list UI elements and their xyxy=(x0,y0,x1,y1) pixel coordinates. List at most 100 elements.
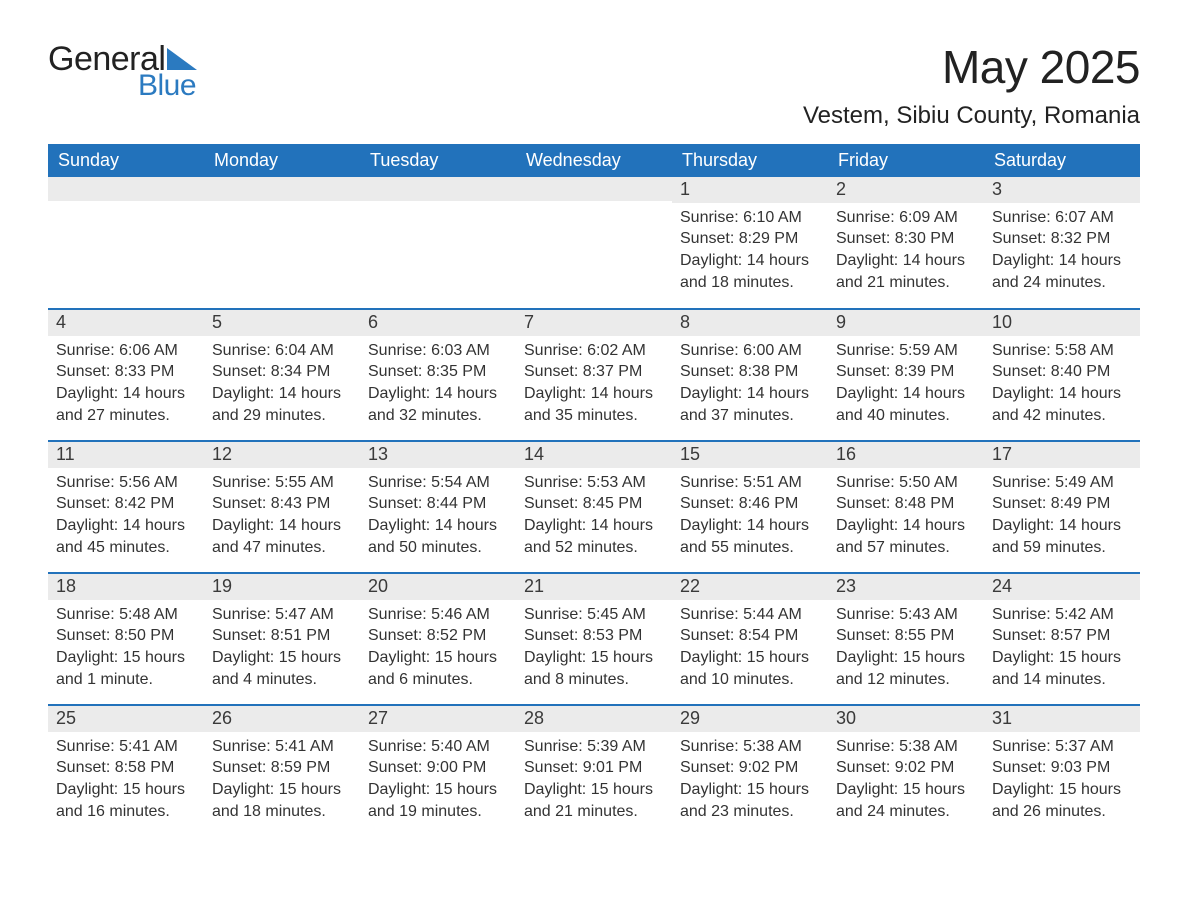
daylight-line1: Daylight: 14 hours xyxy=(992,250,1132,272)
day-number: 10 xyxy=(984,310,1140,336)
day-number: 8 xyxy=(672,310,828,336)
day-details: Sunrise: 6:04 AMSunset: 8:34 PMDaylight:… xyxy=(204,336,360,432)
sunset-text: Sunset: 8:34 PM xyxy=(212,361,352,383)
sunrise-text: Sunrise: 5:41 AM xyxy=(212,736,352,758)
calendar-cell: 10Sunrise: 5:58 AMSunset: 8:40 PMDayligh… xyxy=(984,309,1140,441)
calendar-cell xyxy=(48,177,204,309)
day-details: Sunrise: 5:48 AMSunset: 8:50 PMDaylight:… xyxy=(48,600,204,696)
daylight-line1: Daylight: 14 hours xyxy=(368,515,508,537)
day-details: Sunrise: 5:46 AMSunset: 8:52 PMDaylight:… xyxy=(360,600,516,696)
calendar-cell: 8Sunrise: 6:00 AMSunset: 8:38 PMDaylight… xyxy=(672,309,828,441)
sunset-text: Sunset: 8:33 PM xyxy=(56,361,196,383)
calendar-cell: 29Sunrise: 5:38 AMSunset: 9:02 PMDayligh… xyxy=(672,705,828,837)
day-details: Sunrise: 5:39 AMSunset: 9:01 PMDaylight:… xyxy=(516,732,672,828)
daylight-line1: Daylight: 15 hours xyxy=(524,647,664,669)
daylight-line2: and 21 minutes. xyxy=(836,272,976,294)
sunset-text: Sunset: 9:03 PM xyxy=(992,757,1132,779)
daylight-line1: Daylight: 15 hours xyxy=(680,647,820,669)
calendar-cell: 5Sunrise: 6:04 AMSunset: 8:34 PMDaylight… xyxy=(204,309,360,441)
daylight-line2: and 40 minutes. xyxy=(836,405,976,427)
calendar-cell: 11Sunrise: 5:56 AMSunset: 8:42 PMDayligh… xyxy=(48,441,204,573)
sunrise-text: Sunrise: 5:45 AM xyxy=(524,604,664,626)
sunrise-text: Sunrise: 6:10 AM xyxy=(680,207,820,229)
day-details: Sunrise: 5:59 AMSunset: 8:39 PMDaylight:… xyxy=(828,336,984,432)
calendar-cell: 30Sunrise: 5:38 AMSunset: 9:02 PMDayligh… xyxy=(828,705,984,837)
daylight-line2: and 16 minutes. xyxy=(56,801,196,823)
sunset-text: Sunset: 8:51 PM xyxy=(212,625,352,647)
daylight-line1: Daylight: 15 hours xyxy=(56,779,196,801)
daylight-line2: and 18 minutes. xyxy=(212,801,352,823)
day-details: Sunrise: 5:56 AMSunset: 8:42 PMDaylight:… xyxy=(48,468,204,564)
daylight-line1: Daylight: 15 hours xyxy=(56,647,196,669)
sunrise-text: Sunrise: 5:48 AM xyxy=(56,604,196,626)
daylight-line2: and 45 minutes. xyxy=(56,537,196,559)
sunset-text: Sunset: 8:42 PM xyxy=(56,493,196,515)
sunrise-text: Sunrise: 5:37 AM xyxy=(992,736,1132,758)
day-details: Sunrise: 5:58 AMSunset: 8:40 PMDaylight:… xyxy=(984,336,1140,432)
sunrise-text: Sunrise: 5:49 AM xyxy=(992,472,1132,494)
daylight-line2: and 26 minutes. xyxy=(992,801,1132,823)
calendar-cell: 13Sunrise: 5:54 AMSunset: 8:44 PMDayligh… xyxy=(360,441,516,573)
day-details: Sunrise: 5:44 AMSunset: 8:54 PMDaylight:… xyxy=(672,600,828,696)
calendar-cell: 23Sunrise: 5:43 AMSunset: 8:55 PMDayligh… xyxy=(828,573,984,705)
day-details: Sunrise: 5:51 AMSunset: 8:46 PMDaylight:… xyxy=(672,468,828,564)
daylight-line2: and 35 minutes. xyxy=(524,405,664,427)
daylight-line2: and 21 minutes. xyxy=(524,801,664,823)
daylight-line1: Daylight: 14 hours xyxy=(992,515,1132,537)
sunrise-text: Sunrise: 5:55 AM xyxy=(212,472,352,494)
sunset-text: Sunset: 8:53 PM xyxy=(524,625,664,647)
calendar-cell: 28Sunrise: 5:39 AMSunset: 9:01 PMDayligh… xyxy=(516,705,672,837)
sunset-text: Sunset: 8:45 PM xyxy=(524,493,664,515)
sunrise-text: Sunrise: 6:03 AM xyxy=(368,340,508,362)
title-block: May 2025 Vestem, Sibiu County, Romania xyxy=(803,40,1140,130)
day-details: Sunrise: 5:42 AMSunset: 8:57 PMDaylight:… xyxy=(984,600,1140,696)
sunset-text: Sunset: 8:46 PM xyxy=(680,493,820,515)
day-details: Sunrise: 5:38 AMSunset: 9:02 PMDaylight:… xyxy=(828,732,984,828)
calendar-table: Sunday Monday Tuesday Wednesday Thursday… xyxy=(48,144,1140,837)
sunset-text: Sunset: 8:43 PM xyxy=(212,493,352,515)
sunset-text: Sunset: 8:35 PM xyxy=(368,361,508,383)
day-details: Sunrise: 5:38 AMSunset: 9:02 PMDaylight:… xyxy=(672,732,828,828)
daylight-line2: and 10 minutes. xyxy=(680,669,820,691)
sunset-text: Sunset: 8:39 PM xyxy=(836,361,976,383)
calendar-cell xyxy=(516,177,672,309)
month-title: May 2025 xyxy=(803,40,1140,94)
day-details: Sunrise: 6:02 AMSunset: 8:37 PMDaylight:… xyxy=(516,336,672,432)
sunset-text: Sunset: 8:40 PM xyxy=(992,361,1132,383)
sunset-text: Sunset: 8:58 PM xyxy=(56,757,196,779)
daylight-line2: and 57 minutes. xyxy=(836,537,976,559)
calendar-cell: 12Sunrise: 5:55 AMSunset: 8:43 PMDayligh… xyxy=(204,441,360,573)
day-number: 5 xyxy=(204,310,360,336)
day-number: 3 xyxy=(984,177,1140,203)
sunrise-text: Sunrise: 6:02 AM xyxy=(524,340,664,362)
daylight-line1: Daylight: 15 hours xyxy=(992,647,1132,669)
day-header: Sunday xyxy=(48,144,204,177)
daylight-line1: Daylight: 14 hours xyxy=(212,383,352,405)
brand-word-2: Blue xyxy=(138,69,196,103)
daylight-line1: Daylight: 15 hours xyxy=(836,779,976,801)
daylight-line1: Daylight: 14 hours xyxy=(680,383,820,405)
calendar-cell: 20Sunrise: 5:46 AMSunset: 8:52 PMDayligh… xyxy=(360,573,516,705)
sunrise-text: Sunrise: 6:04 AM xyxy=(212,340,352,362)
day-details: Sunrise: 6:09 AMSunset: 8:30 PMDaylight:… xyxy=(828,203,984,299)
sunrise-text: Sunrise: 5:54 AM xyxy=(368,472,508,494)
day-number: 11 xyxy=(48,442,204,468)
day-number: 9 xyxy=(828,310,984,336)
sunrise-text: Sunrise: 5:59 AM xyxy=(836,340,976,362)
day-number xyxy=(360,177,516,201)
daylight-line1: Daylight: 15 hours xyxy=(212,779,352,801)
calendar-week-row: 1Sunrise: 6:10 AMSunset: 8:29 PMDaylight… xyxy=(48,177,1140,309)
day-details: Sunrise: 6:07 AMSunset: 8:32 PMDaylight:… xyxy=(984,203,1140,299)
day-header: Monday xyxy=(204,144,360,177)
day-details: Sunrise: 6:06 AMSunset: 8:33 PMDaylight:… xyxy=(48,336,204,432)
sunrise-text: Sunrise: 6:00 AM xyxy=(680,340,820,362)
sunset-text: Sunset: 8:30 PM xyxy=(836,228,976,250)
daylight-line1: Daylight: 15 hours xyxy=(836,647,976,669)
day-number: 27 xyxy=(360,706,516,732)
sunrise-text: Sunrise: 6:06 AM xyxy=(56,340,196,362)
daylight-line2: and 50 minutes. xyxy=(368,537,508,559)
sunset-text: Sunset: 8:44 PM xyxy=(368,493,508,515)
calendar-week-row: 25Sunrise: 5:41 AMSunset: 8:58 PMDayligh… xyxy=(48,705,1140,837)
day-details: Sunrise: 5:41 AMSunset: 8:58 PMDaylight:… xyxy=(48,732,204,828)
day-number: 15 xyxy=(672,442,828,468)
